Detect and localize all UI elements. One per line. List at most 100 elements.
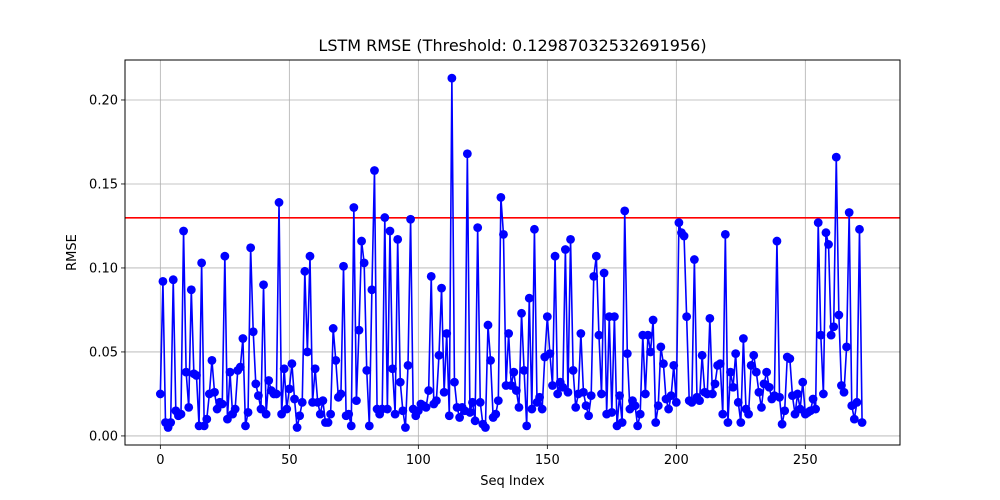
data-point [220,251,230,261]
data-point [855,224,864,234]
data-point [597,389,606,399]
data-point [390,409,400,419]
data-point [617,418,627,427]
data-point [757,402,766,412]
data-point [292,423,302,432]
data-point [362,366,372,375]
data-point [829,322,839,332]
data-point [630,401,640,411]
data-point [669,360,679,370]
data-point [473,223,483,233]
x-tick-label: 200 [664,453,689,468]
data-point [155,389,165,399]
data-point [818,389,828,399]
data-point [589,271,599,281]
data-point [615,391,624,401]
data-point [522,421,532,431]
data-point [821,228,831,238]
data-point [217,399,227,409]
data-point [527,404,537,414]
data-point [568,366,578,375]
data-point [192,371,201,380]
data-point [253,391,263,401]
data-point [566,234,575,244]
data-point [720,229,730,239]
data-point [336,389,346,399]
data-point [442,329,452,338]
data-point [550,251,560,261]
data-point [659,359,668,369]
data-point [339,261,348,271]
data-point [465,408,475,417]
data-point [718,409,728,419]
data-point [403,360,413,370]
y-tick-label: 0.00 [89,429,118,444]
data-point [264,376,274,385]
data-point [483,320,493,330]
data-point [272,389,281,399]
data-point [274,198,284,207]
data-point [824,240,833,249]
data-point [455,413,465,422]
data-point [708,389,717,399]
data-point [731,349,741,359]
data-point [197,258,207,268]
data-point [808,394,818,404]
data-point [331,355,341,365]
data-point [437,283,446,293]
data-point [813,218,823,228]
data-point [158,276,168,286]
data-point [584,411,594,421]
data-point [646,347,655,357]
data-point [607,408,617,417]
data-point [315,409,325,419]
data-point [176,409,186,419]
data-point [710,379,720,389]
y-axis-label: RMSE [65,234,80,271]
data-point [586,391,596,401]
data-point [775,392,784,402]
data-point [380,213,390,222]
data-point [517,308,526,318]
data-point [450,377,459,387]
data-point [785,354,795,364]
data-point [509,367,519,377]
data-point [780,406,790,416]
data-point [210,387,219,397]
x-tick-label: 50 [281,453,298,468]
data-point [581,401,591,411]
data-point [444,411,454,421]
data-point [844,208,854,217]
data-point [385,226,395,236]
data-point [491,409,501,419]
chart-title: LSTM RMSE (Threshold: 0.1298703253269195… [318,36,706,55]
data-point [689,255,699,264]
data-point [524,293,534,303]
data-point [421,402,431,412]
data-point [594,330,604,340]
data-point [202,414,212,424]
data-point [246,243,256,253]
data-point [653,401,663,411]
x-axis-label: Seq Index [480,474,545,489]
data-point [470,416,480,426]
data-point [225,367,235,377]
data-point [754,387,764,397]
data-point [323,418,333,427]
data-point [295,411,305,421]
y-tick-label: 0.05 [89,345,118,360]
data-point [447,73,457,83]
data-point [633,421,643,431]
data-point [777,419,787,429]
data-point [279,364,289,374]
data-point [241,421,250,431]
data-point [764,382,774,392]
data-point [364,421,374,431]
data-point [370,166,379,175]
data-point [511,386,521,395]
data-point [346,421,356,431]
data-point [248,327,258,337]
data-point [591,251,601,261]
data-point [837,381,846,390]
data-point [744,409,753,419]
